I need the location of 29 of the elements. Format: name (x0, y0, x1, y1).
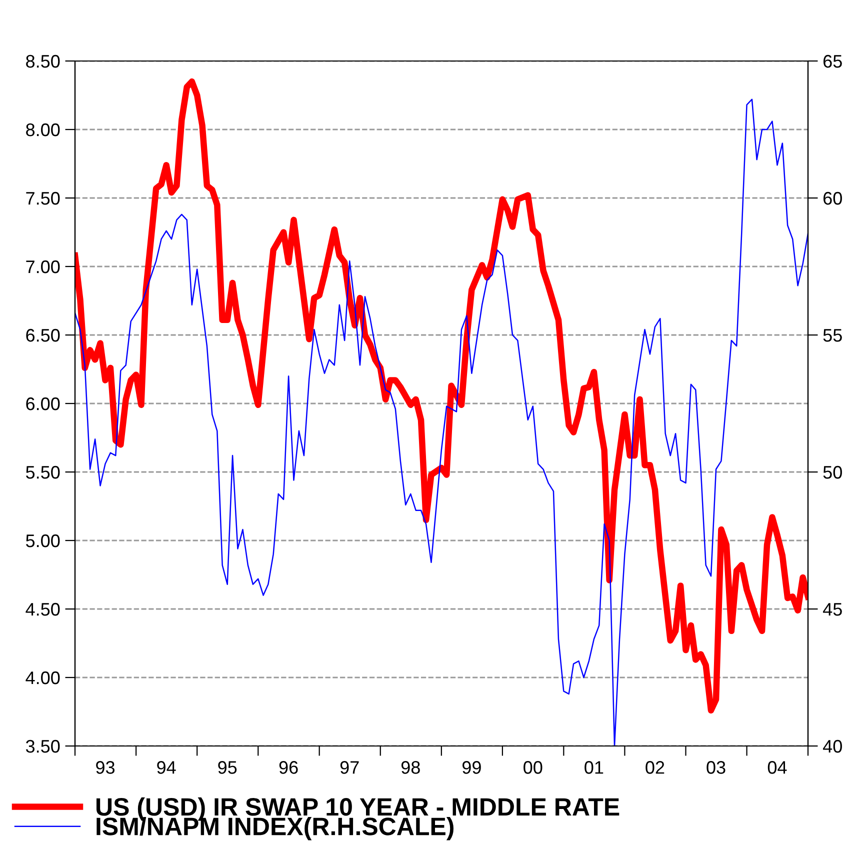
y2-tick-label: 40 (823, 740, 842, 753)
y-tick-label: 8.50 (26, 54, 60, 68)
y-tick-label: 5.00 (26, 534, 60, 548)
y-tick-label: 7.00 (26, 260, 60, 274)
y-tick-label: 8.00 (26, 123, 60, 136)
x-tick-label: 93 (96, 761, 115, 774)
y-tick-label: 3.50 (26, 740, 60, 753)
y2-tick-label: 65 (824, 54, 842, 68)
x-tick-label: 03 (706, 761, 726, 774)
y-tick-label: 5.50 (26, 466, 60, 479)
y-tick-label: 6.00 (26, 397, 60, 410)
x-tick-label: 95 (218, 761, 237, 774)
x-tick-label: 96 (279, 761, 298, 774)
y2-tick-label: 55 (823, 329, 842, 342)
y2-tick-label: 50 (823, 466, 842, 479)
x-tick-label: 01 (584, 761, 604, 774)
y-tick-label: 6.50 (26, 328, 60, 342)
x-tick-label: 97 (340, 761, 359, 774)
x-tick-label: 00 (524, 761, 542, 774)
x-tick-label: 94 (157, 761, 176, 774)
x-tick-label: 98 (401, 761, 420, 774)
y-tick-label: 7.50 (26, 192, 60, 205)
x-tick-label: 99 (462, 761, 481, 774)
y2-tick-label: 60 (824, 192, 842, 205)
x-tick-label: 02 (646, 761, 664, 774)
y-tick-label: 4.50 (26, 602, 60, 616)
y2-tick-label: 45 (823, 603, 842, 616)
x-tick-label: 04 (768, 761, 787, 774)
y-tick-label: 4.00 (26, 671, 60, 684)
